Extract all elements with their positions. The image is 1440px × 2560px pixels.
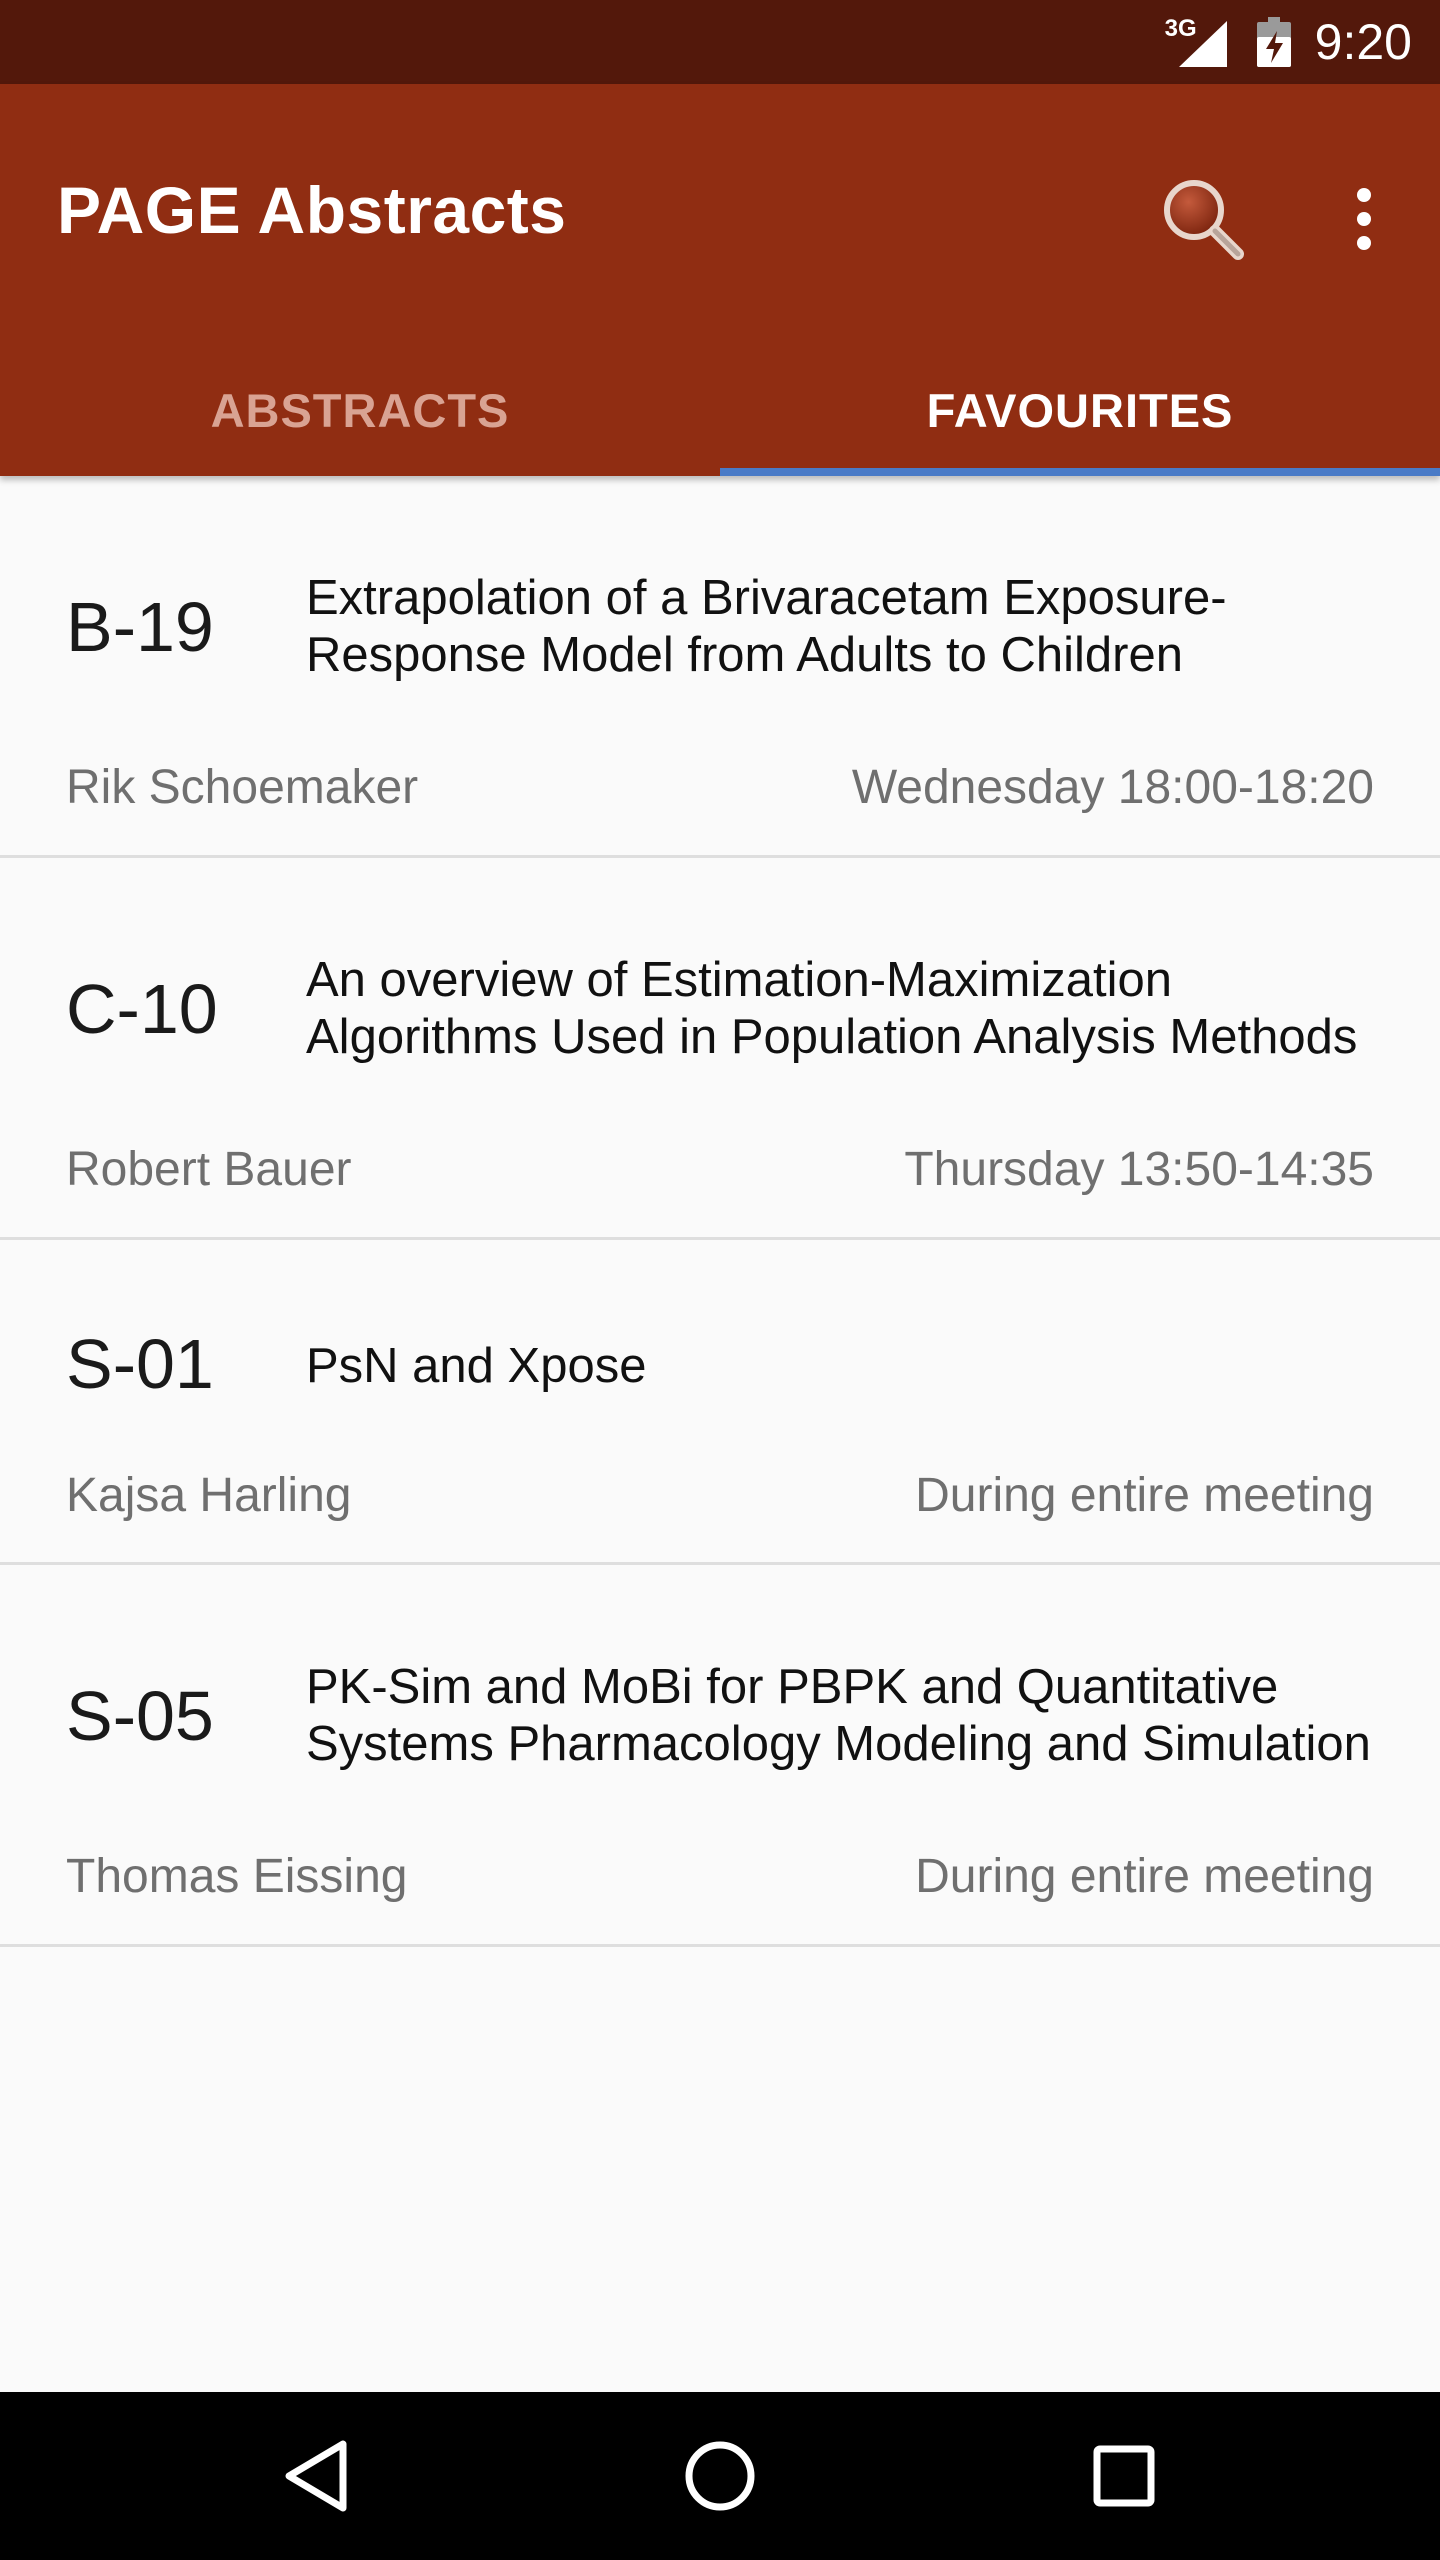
abstract-code: S-01 [66,1325,214,1403]
list-item[interactable]: C-10 An overview of Estimation-Maximizat… [0,858,1440,1240]
recents-button[interactable] [1054,2406,1194,2546]
abstract-title: PK-Sim and MoBi for PBPK and Quantitativ… [306,1659,1406,1773]
list-item[interactable]: S-05 PK-Sim and MoBi for PBPK and Quanti… [0,1565,1440,1947]
navigation-bar [0,2392,1440,2560]
home-button[interactable] [650,2406,790,2546]
tab-abstracts[interactable]: ABSTRACTS [0,344,720,476]
recents-icon [1093,2445,1155,2507]
abstract-title-line: PsN and Xpose [306,1339,647,1393]
favourites-list: B-19 Extrapolation of a Brivaracetam Exp… [0,476,1440,1947]
abstract-author: Kajsa Harling [66,1469,352,1522]
list-item[interactable]: B-19 Extrapolation of a Brivaracetam Exp… [0,476,1440,858]
list-item[interactable]: S-01 PsN and Xpose Kajsa Harling During … [0,1240,1440,1565]
network-indicator: 3G [1165,15,1227,69]
tab-bar: ABSTRACTS FAVOURITES [0,344,1440,476]
signal-icon [1178,21,1227,67]
abstract-title: PsN and Xpose [306,1338,1406,1395]
tab-abstracts-label: ABSTRACTS [210,383,510,437]
tab-indicator [720,468,1440,476]
abstract-title-line: Extrapolation of a Brivaracetam Exposure… [306,571,1227,625]
abstract-code: S-05 [66,1677,214,1755]
abstract-title-line: Systems Pharmacology Modeling and Simula… [306,1717,1371,1771]
app-bar: PAGE Abstracts [0,84,1440,476]
back-button[interactable] [246,2406,386,2546]
abstract-title-line: An overview of Estimation-Maximization [306,953,1172,1007]
more-vert-icon [1357,188,1371,250]
abstract-code: B-19 [66,588,214,666]
search-button[interactable] [1148,164,1258,274]
abstract-time: Thursday 13:50-14:35 [904,1143,1374,1196]
abstract-time: Wednesday 18:00-18:20 [851,761,1374,814]
abstract-time: During entire meeting [915,1850,1374,1903]
abstract-title-line: Response Model from Adults to Children [306,628,1183,682]
back-icon [285,2440,347,2512]
app-title: PAGE Abstracts [57,173,567,247]
search-icon [1164,180,1244,260]
abstract-author: Rik Schoemaker [66,761,419,814]
tab-favourites[interactable]: FAVOURITES [720,344,1440,476]
home-icon [685,2441,755,2511]
abstract-author: Robert Bauer [66,1143,352,1196]
abstract-author: Thomas Eissing [66,1850,408,1903]
abstract-title-line: Algorithms Used in Population Analysis M… [306,1010,1358,1064]
network-type: 3G [1164,15,1197,42]
status-bar: 3G 9:20 [0,0,1440,84]
more-options-button[interactable] [1312,164,1416,274]
tab-favourites-label: FAVOURITES [926,383,1234,437]
clock: 9:20 [1314,14,1412,70]
abstract-title-line: PK-Sim and MoBi for PBPK and Quantitativ… [306,1660,1279,1714]
abstract-title: Extrapolation of a Brivaracetam Exposure… [306,570,1406,684]
battery-icon [1256,17,1291,67]
abstract-code: C-10 [66,970,218,1048]
abstract-time: During entire meeting [915,1469,1374,1522]
abstract-title: An overview of Estimation-Maximization A… [306,952,1406,1066]
